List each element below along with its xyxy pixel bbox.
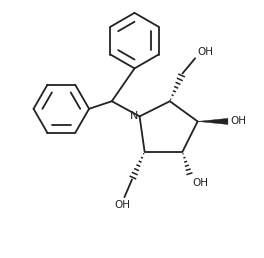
Text: OH: OH: [198, 47, 214, 57]
Polygon shape: [198, 118, 228, 124]
Text: N: N: [130, 111, 138, 121]
Text: OH: OH: [114, 200, 130, 210]
Text: OH: OH: [230, 116, 247, 126]
Text: OH: OH: [192, 178, 208, 188]
